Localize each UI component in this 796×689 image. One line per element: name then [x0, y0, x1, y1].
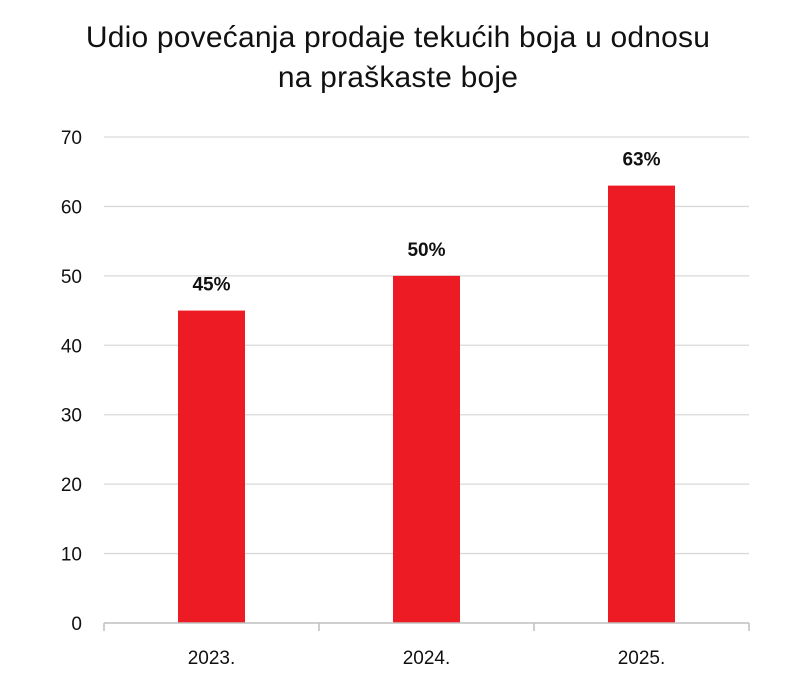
y-tick-label: 60 [61, 197, 82, 218]
x-axis-ticks: 2023. 2024. 2025. [188, 648, 666, 669]
chart-title: Udio povećanja prodaje tekućih boja u od… [0, 18, 796, 98]
x-tick-label: 2024. [403, 648, 451, 669]
bar [178, 310, 245, 623]
bar [393, 275, 460, 623]
y-tick-label: 50 [61, 267, 82, 288]
data-label: 63% [622, 150, 660, 171]
y-tick-label: 30 [61, 406, 82, 427]
chart-title-line-2: na praškaste boje [277, 61, 519, 94]
data-labels: 45% 50% 63% [192, 150, 660, 296]
y-tick-label: 70 [61, 128, 82, 149]
bar [608, 185, 675, 623]
data-label: 45% [192, 275, 230, 296]
data-label: 50% [407, 240, 445, 261]
x-tick-label: 2025. [618, 648, 666, 669]
bars [178, 185, 675, 623]
x-tick-label: 2023. [188, 648, 236, 669]
chart-title-line-1: Udio povećanja prodaje tekućih boja u od… [85, 21, 711, 54]
y-tick-label: 20 [61, 475, 82, 496]
y-axis-ticks: 0 10 20 30 40 50 60 70 [61, 128, 82, 635]
y-tick-label: 10 [61, 545, 82, 566]
y-tick-label: 40 [61, 336, 82, 357]
x-axis [103, 622, 750, 631]
y-tick-label: 0 [71, 614, 82, 635]
